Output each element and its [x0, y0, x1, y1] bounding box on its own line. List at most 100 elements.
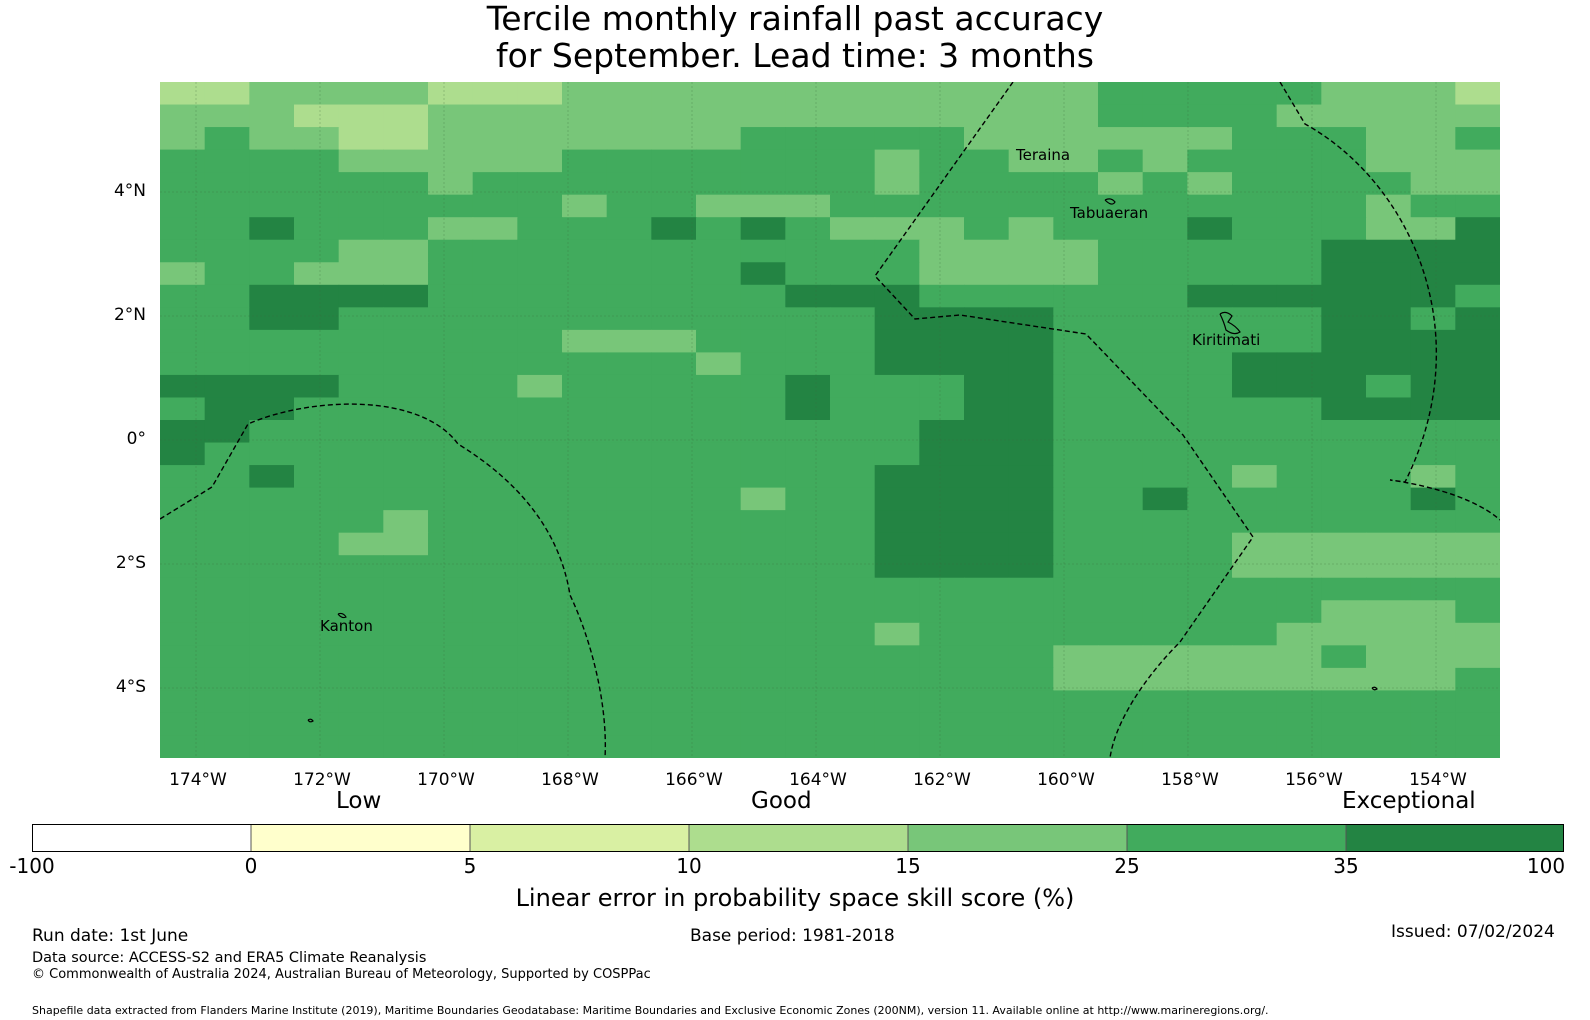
skill-cell — [606, 284, 652, 308]
skill-cell — [874, 397, 920, 421]
skill-cell — [964, 127, 1010, 151]
skill-cell — [830, 645, 876, 669]
skill-cell — [785, 284, 831, 308]
skill-cell — [1142, 420, 1188, 444]
skill-cell — [964, 104, 1010, 128]
skill-cell — [830, 329, 876, 353]
skill-cell — [1455, 442, 1500, 466]
skill-cell — [383, 442, 429, 466]
skill-cell — [1008, 194, 1054, 218]
skill-cell — [428, 217, 474, 241]
skill-cell — [249, 442, 295, 466]
skill-cell — [1321, 532, 1367, 556]
skill-cell — [651, 127, 697, 151]
skill-cell — [249, 622, 295, 646]
skill-cell — [1276, 690, 1322, 714]
skill-cell — [1321, 262, 1367, 286]
skill-cell — [1098, 194, 1144, 218]
skill-cell — [1098, 172, 1144, 196]
skill-cell — [1321, 397, 1367, 421]
skill-cell — [1053, 465, 1099, 489]
skill-cell — [1053, 600, 1099, 624]
skill-cell — [1321, 577, 1367, 601]
skill-cell — [606, 735, 652, 758]
skill-cell — [249, 510, 295, 534]
skill-cell — [1187, 397, 1233, 421]
skill-cell — [204, 149, 250, 173]
skill-cell — [785, 104, 831, 128]
skill-cell — [562, 374, 608, 399]
skill-cell — [651, 262, 697, 286]
skill-cell — [1410, 82, 1456, 106]
skill-cell — [1321, 465, 1367, 489]
skill-cell — [1053, 127, 1099, 151]
skill-cell — [1053, 284, 1099, 308]
skill-cell — [874, 577, 920, 601]
skill-cell — [249, 465, 295, 489]
skill-cell — [204, 172, 250, 196]
skill-cell — [338, 667, 384, 691]
skill-cell — [830, 712, 876, 737]
skill-cell — [830, 284, 876, 308]
skill-cell — [204, 645, 250, 669]
colorbar-swatch-1 — [32, 824, 251, 852]
skill-cell — [874, 149, 920, 173]
skill-cell — [606, 600, 652, 624]
skill-cell — [383, 82, 429, 106]
skill-cell — [1187, 420, 1233, 444]
skill-cell — [964, 465, 1010, 489]
skill-cell — [249, 555, 295, 579]
colorbar-category-low: Low — [336, 788, 382, 814]
skill-score-map: Teraina Tabuaeran Kiritimati Kanton — [160, 82, 1500, 758]
lon-label-170w: 170°W — [417, 770, 475, 790]
skill-cell — [1276, 307, 1322, 331]
base-period: Base period: 1981-2018 — [690, 926, 895, 946]
skill-cell — [1276, 735, 1322, 758]
skill-cell — [696, 329, 742, 353]
skill-cell — [919, 104, 965, 128]
skill-cell — [160, 172, 206, 196]
skill-cell — [428, 194, 474, 218]
skill-cell — [740, 667, 786, 691]
skill-cell — [651, 374, 697, 399]
skill-cell — [1187, 307, 1233, 331]
skill-cell — [606, 82, 652, 106]
skill-cell — [249, 329, 295, 353]
skill-cell — [294, 329, 340, 353]
skill-cell — [1276, 284, 1322, 308]
skill-cell — [1053, 149, 1099, 173]
skill-cell — [338, 194, 384, 218]
skill-cell — [472, 194, 518, 218]
skill-cell — [160, 149, 206, 173]
skill-cell — [1276, 465, 1322, 489]
skill-cell — [472, 307, 518, 331]
skill-cell — [1053, 352, 1099, 376]
skill-cell — [472, 532, 518, 556]
skill-cell — [160, 397, 206, 421]
skill-cell — [1142, 239, 1188, 263]
skill-cell — [740, 284, 786, 308]
skill-cell — [1410, 600, 1456, 624]
skill-cell — [1053, 194, 1099, 218]
skill-cell — [472, 442, 518, 466]
skill-cell — [428, 667, 474, 691]
skill-cell — [294, 712, 340, 737]
skill-cell — [919, 149, 965, 173]
skill-cell — [830, 577, 876, 601]
skill-cell — [1410, 172, 1456, 196]
skill-cell — [1276, 420, 1322, 444]
skill-cell — [383, 645, 429, 669]
skill-cell — [1187, 217, 1233, 241]
skill-cell — [785, 600, 831, 624]
skill-cell — [428, 465, 474, 489]
skill-cell — [874, 262, 920, 286]
skill-cell — [740, 262, 786, 286]
skill-cell — [696, 622, 742, 646]
skill-cell — [1008, 645, 1054, 669]
skill-cell — [964, 442, 1010, 466]
skill-cell — [1053, 172, 1099, 196]
skill-cell — [740, 172, 786, 196]
skill-cell — [160, 104, 206, 128]
skill-cell — [249, 397, 295, 421]
skill-cell — [1410, 465, 1456, 489]
